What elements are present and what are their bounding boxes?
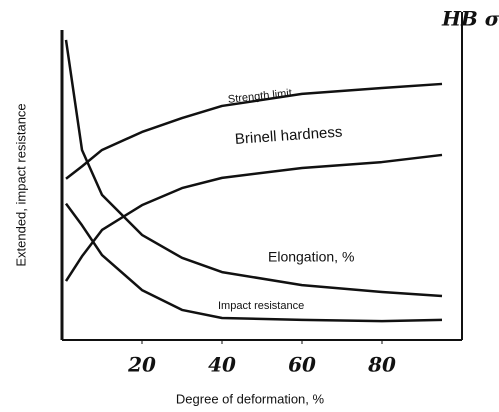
line: [65, 82, 443, 180]
curve-label: Brinell hardness: [234, 123, 342, 147]
x-tick-label: 60: [288, 353, 316, 377]
x-tick-label: 40: [208, 353, 236, 377]
curve-label: Elongation, %: [268, 249, 354, 265]
y-axis-label: Extended, impact resistance: [13, 103, 28, 266]
line: [64, 39, 443, 298]
x-axis-label: Degree of deformation, %: [176, 391, 325, 406]
line: [64, 202, 443, 323]
curve-label: Impact resistance: [218, 300, 304, 312]
x-tick-label: 20: [127, 353, 156, 377]
x-tick-label: 80: [367, 353, 396, 377]
line: [64, 153, 443, 282]
curve-label: Strength limit: [227, 87, 292, 106]
y2-axis-label: HB σв: [441, 7, 499, 31]
